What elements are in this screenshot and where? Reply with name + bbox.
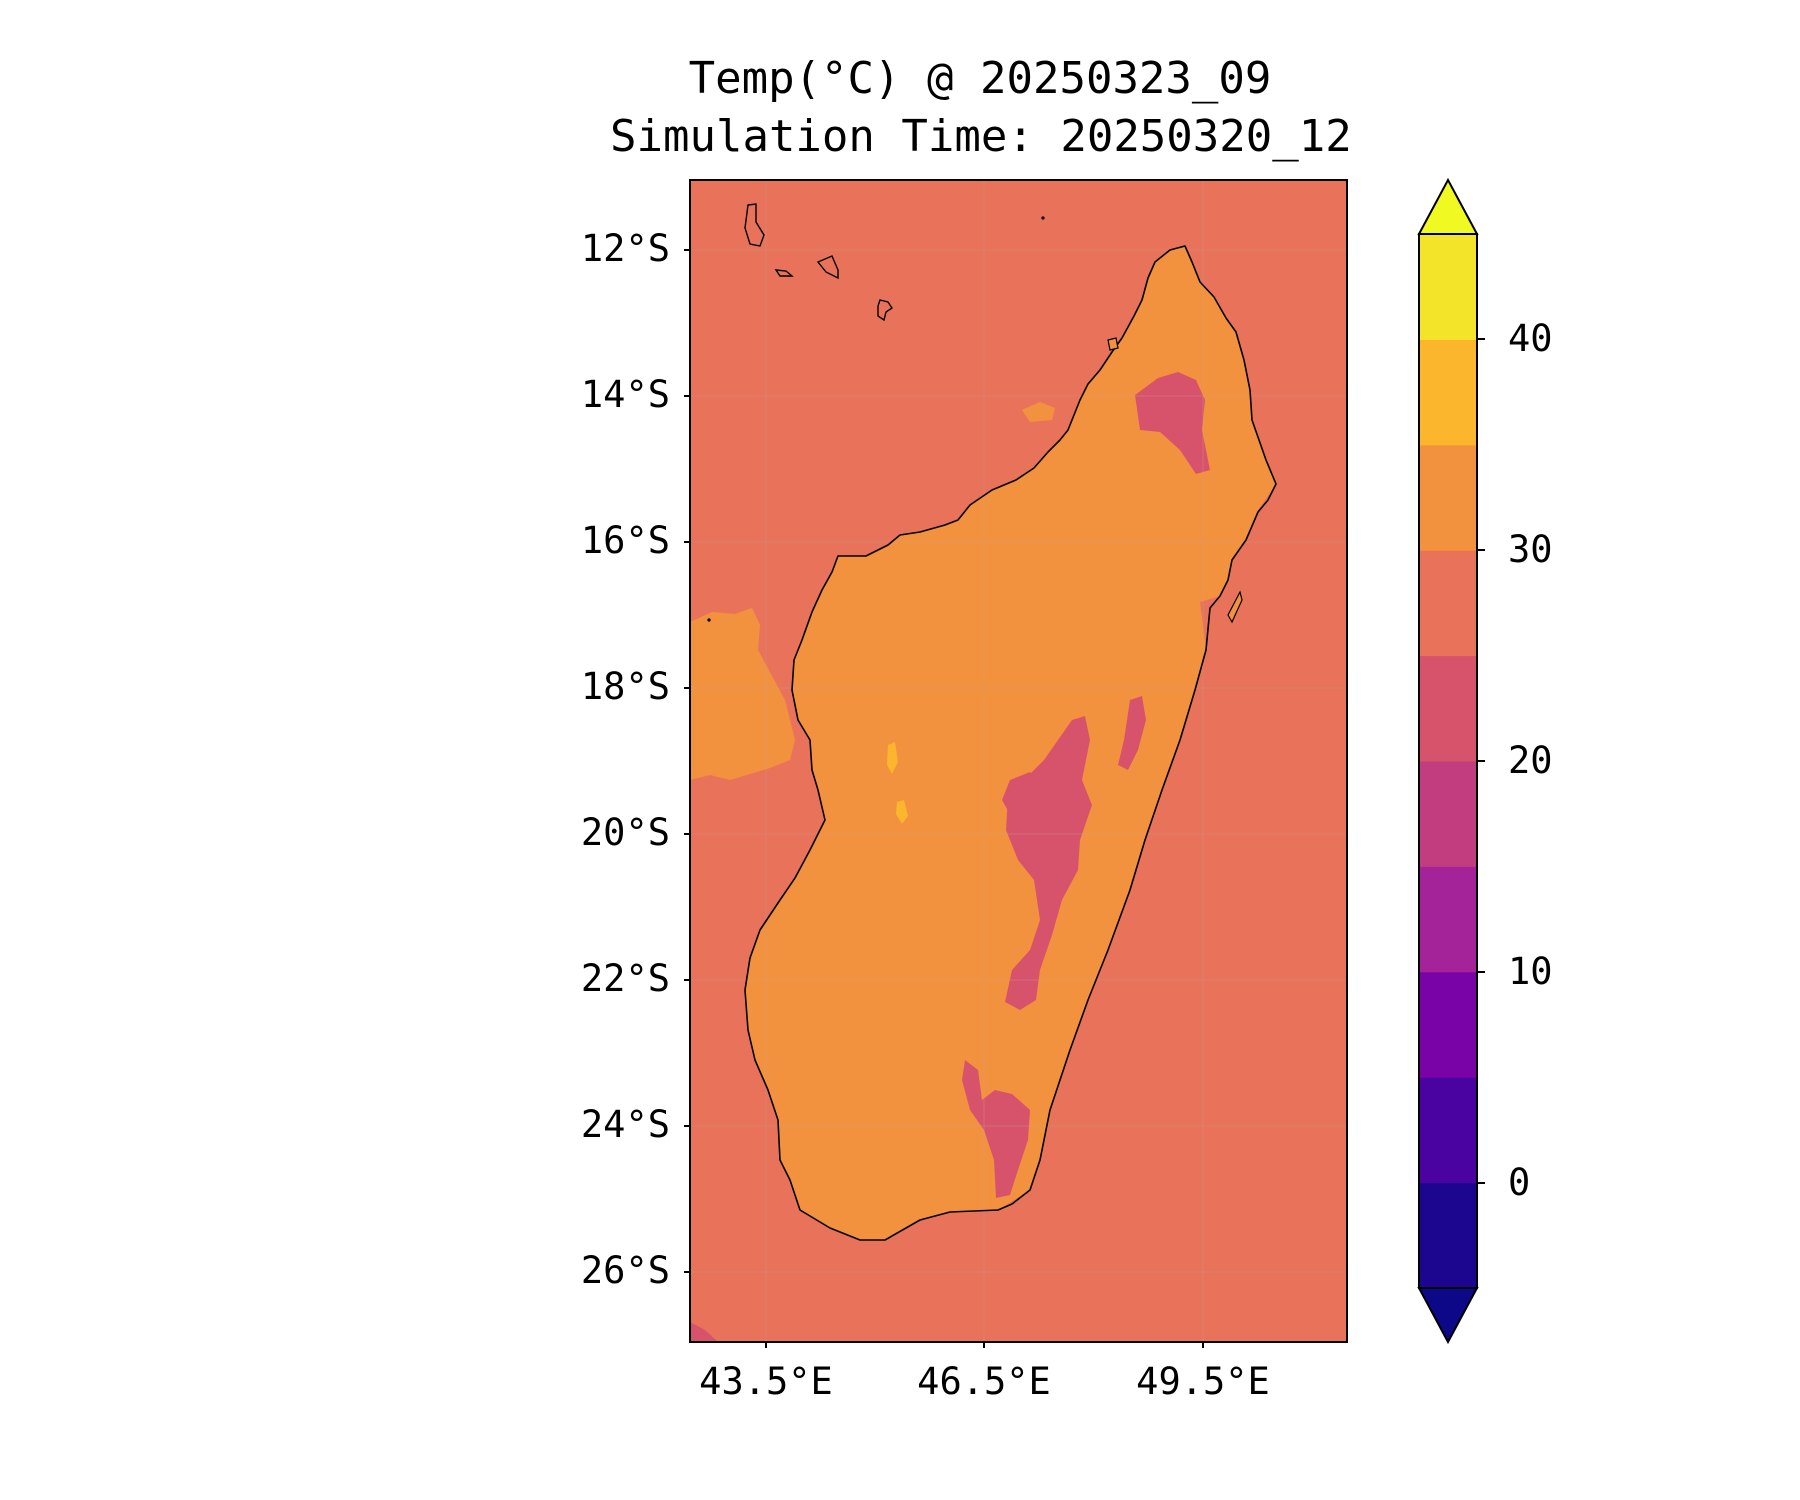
- lat-label-12s: 12°S: [580, 227, 670, 270]
- lat-label-22s: 22°S: [580, 957, 670, 1000]
- colorbar: [1417, 177, 1485, 1345]
- island-grande-comore: [744, 203, 765, 247]
- lat-label-16s: 16°S: [580, 519, 670, 562]
- colorbar-bin: [1419, 339, 1477, 446]
- madagascar-coastline: [744, 245, 1277, 1241]
- chart-title: Temp(°C) @ 20250323_09 Simulation Time: …: [610, 50, 1352, 166]
- lon-label-43-5e: 43.5°E: [699, 1360, 833, 1403]
- colorbar-label-10: 10: [1508, 950, 1553, 993]
- islet-north: [1041, 216, 1045, 220]
- warm-sea-patch: [690, 608, 795, 780]
- island-mayotte: [877, 299, 893, 322]
- colorbar-label-30: 30: [1508, 528, 1553, 571]
- colorbar-label-0: 0: [1508, 1161, 1531, 1204]
- colorbar-bin: [1419, 971, 1477, 1078]
- colorbar-bin: [1419, 655, 1477, 762]
- highland-east-strip: [1118, 696, 1146, 770]
- highland-plateau: [1002, 772, 1044, 818]
- highland-north: [1135, 372, 1210, 474]
- colorbar-under-triangle: [1417, 1287, 1479, 1345]
- colorbar-over-triangle: [1417, 177, 1479, 235]
- island-nosy-be: [1107, 337, 1119, 351]
- island-anjouan: [816, 255, 839, 280]
- title-line-2: Simulation Time: 20250320_12: [610, 111, 1352, 162]
- hot-spot-2: [896, 800, 908, 824]
- map-area: [690, 180, 1347, 1342]
- hot-spot-1: [887, 742, 898, 774]
- lon-label-46-5e: 46.5°E: [917, 1360, 1051, 1403]
- title-line-1: Temp(°C) @ 20250323_09: [688, 53, 1272, 104]
- island-warm-land: [745, 246, 1276, 1240]
- lat-label-14s: 14°S: [580, 373, 670, 416]
- lat-label-18s: 18°S: [580, 665, 670, 708]
- colorbar-bins: [1419, 234, 1477, 1289]
- colorbar-bin: [1419, 866, 1477, 973]
- island-sainte-marie: [1227, 590, 1243, 624]
- colorbar-bin: [1419, 444, 1477, 551]
- cool-sea-corner: [690, 1322, 718, 1342]
- colorbar-bin: [1419, 550, 1477, 657]
- highland-south: [962, 1060, 1030, 1198]
- colorbar-label-40: 40: [1508, 317, 1553, 360]
- colorbar-label-20: 20: [1508, 739, 1553, 782]
- lat-label-26s: 26°S: [580, 1249, 670, 1292]
- colorbar-bin: [1419, 1182, 1477, 1289]
- islet-west: [707, 618, 711, 622]
- map-frame: [689, 179, 1348, 1343]
- lat-label-20s: 20°S: [580, 811, 670, 854]
- colorbar-bin: [1419, 234, 1477, 340]
- lat-label-24s: 24°S: [580, 1103, 670, 1146]
- map-gridlines: [690, 180, 1347, 1342]
- warm-sea-blob: [1022, 402, 1055, 422]
- colorbar-ticks: [1477, 338, 1485, 1184]
- colorbar-bin: [1419, 761, 1477, 867]
- lat-ticks: [684, 249, 690, 1273]
- lon-label-49-5e: 49.5°E: [1136, 1360, 1270, 1403]
- lon-ticks: [765, 1342, 1204, 1348]
- island-moheli: [774, 269, 794, 277]
- colorbar-bin: [1419, 1077, 1477, 1184]
